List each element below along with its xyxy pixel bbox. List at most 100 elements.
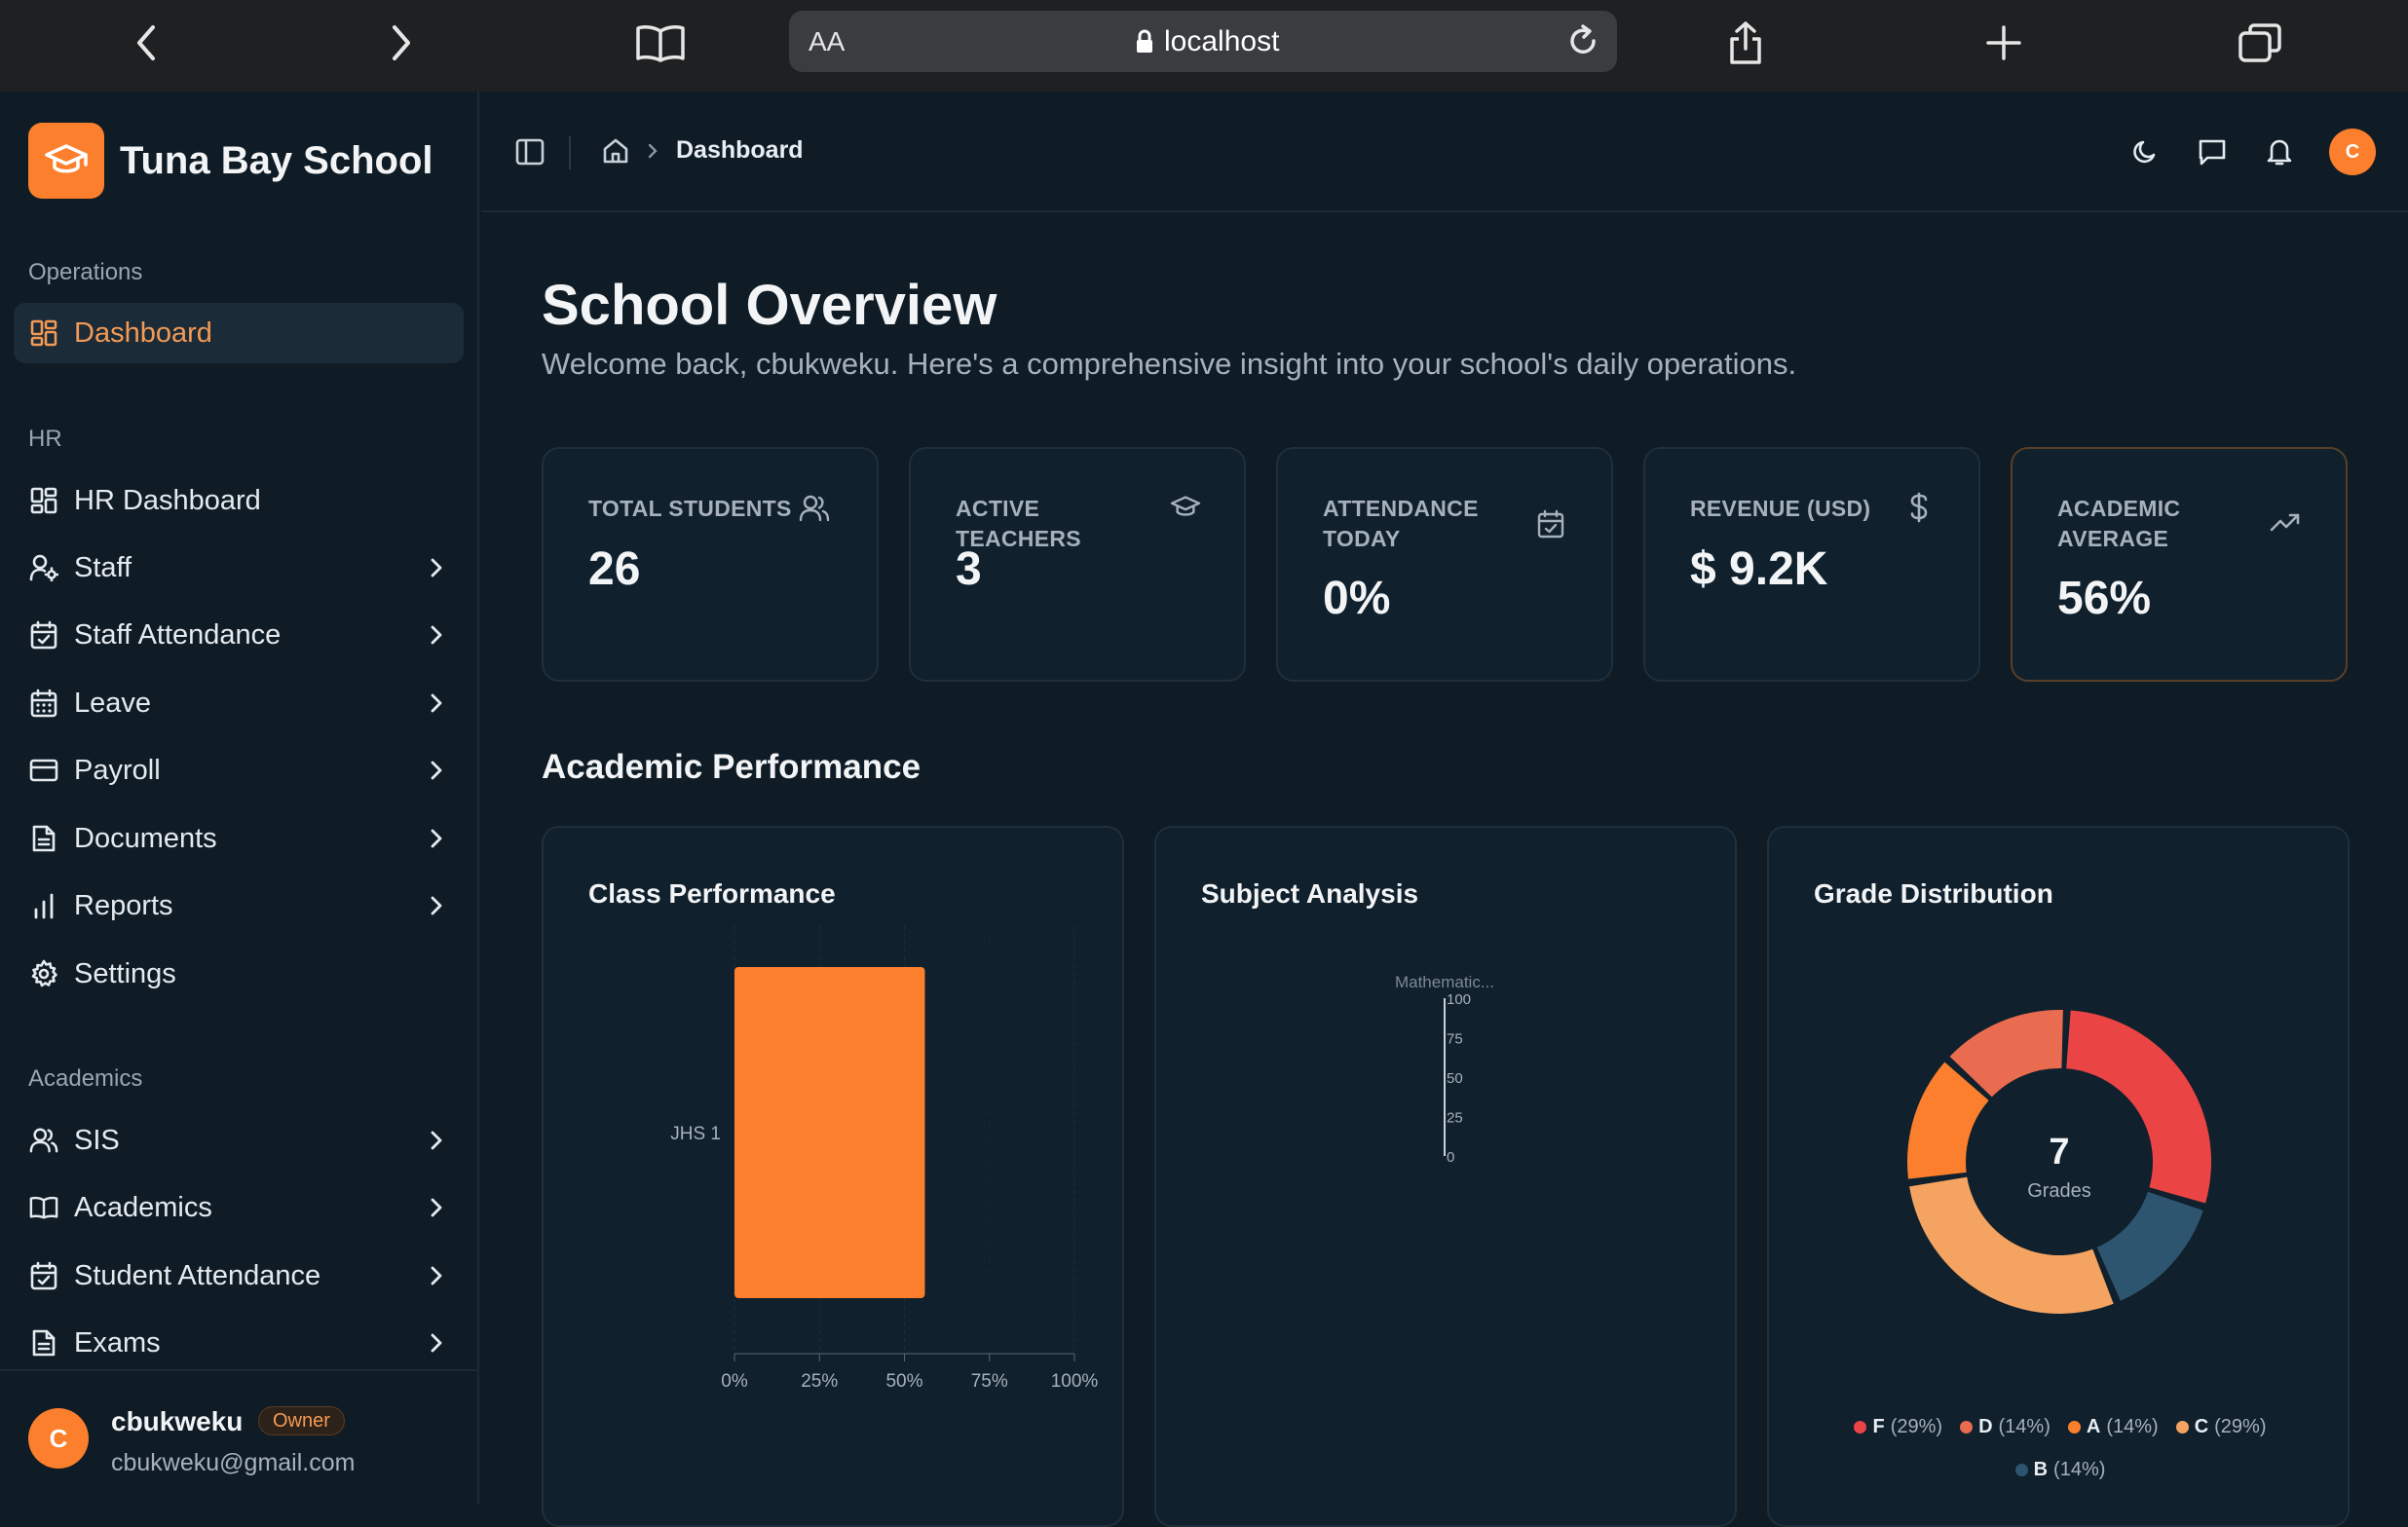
document-icon [29,824,58,853]
grade-distribution-card: Grade Distribution 7 Grades F (29%) D (14%) A… [1767,826,2350,1527]
user-avatar-button[interactable]: C [2329,129,2376,175]
breadcrumb-current: Dashboard [676,136,804,164]
sidebar-item-label: Exams [74,1326,161,1359]
sidebar-item-payroll[interactable]: Payroll [14,740,464,801]
sidebar-item-documents[interactable]: Documents [14,808,464,869]
sidebar-item-student-attendance[interactable]: Student Attendance [14,1246,464,1306]
credit-card-icon [29,756,58,785]
legend-swatch [1854,1421,1867,1434]
breadcrumb: Dashboard [602,136,804,165]
sidebar-item-leave[interactable]: Leave [14,673,464,733]
sidebar-toggle-icon[interactable] [510,132,549,171]
legend-label: F [1872,1416,1885,1437]
y-tick-label: 25 [1447,1110,1463,1127]
legend-item[interactable]: F (29%) [1854,1416,1942,1438]
address-bar[interactable]: AA localhost [789,11,1617,72]
category-label: JHS 1 [670,1124,721,1144]
chart-title: Grade Distribution [1814,878,2053,909]
sidebar-item-settings[interactable]: Settings [14,944,464,1004]
sidebar-item-academics[interactable]: Academics [14,1177,464,1238]
subject-analysis-card: Subject Analysis Mathematic... 100 75 50 25 0 [1154,826,1737,1527]
legend-item[interactable]: D (14%) [1960,1416,2051,1438]
y-tick-label: 0 [1447,1149,1454,1166]
document-icon [29,1328,58,1358]
category-label: Mathematic... [1395,973,1494,991]
legend-label: D [1978,1416,1993,1437]
y-tick-label: 100 [1447,991,1471,1008]
sidebar-item-label: Settings [74,957,176,989]
legend-swatch [1960,1421,1974,1434]
url-text: localhost [1164,24,1280,57]
share-icon[interactable] [1714,12,1777,74]
legend-label: C [2194,1416,2209,1437]
legend-percent: (14%) [1998,1416,2051,1437]
stat-value: 56% [2057,573,2152,624]
reload-icon[interactable] [1564,22,1601,64]
bar-chart-icon [29,891,58,920]
stat-value: 3 [956,543,982,595]
group-label-hr: HR [28,426,62,452]
bookmarks-icon[interactable] [629,12,692,74]
subject-analysis-chart: Mathematic...100 75 50 25 0 [1395,973,1494,1166]
pie-slice [1907,1061,1989,1179]
sidebar-item-staff-attendance[interactable]: Staff Attendance [14,605,464,665]
stat-label: ACADEMIC AVERAGE [2057,496,2181,551]
pie-slice [1949,1010,2063,1098]
stat-card-revenue: REVENUE (USD) $ 9.2K [1643,447,1980,682]
grade-distribution-chart: 7 Grades [1907,1010,2211,1314]
sidebar-item-hr-dashboard[interactable]: HR Dashboard [14,470,464,531]
grade-legend: B (14%) [1769,1459,2348,1481]
sidebar-item-label: Staff [74,551,132,583]
sidebar-item-sis[interactable]: SIS [14,1110,464,1171]
group-label-academics: Academics [28,1065,143,1092]
main-content: School Overview Welcome back, cbukweku. … [481,212,2408,1527]
forward-icon[interactable] [370,12,433,74]
chevron-right-icon [431,761,442,780]
new-tab-icon[interactable] [1973,12,2035,74]
chart-title: Subject Analysis [1201,878,1419,909]
stat-card-attendance-today: ATTENDANCE TODAY 0% [1276,447,1613,682]
dollar-icon [1910,492,1928,523]
tabs-overview-icon[interactable] [2229,12,2291,74]
stat-label: REVENUE (USD) [1690,496,1871,521]
sidebar-item-label: Leave [74,687,152,719]
sidebar-item-label: Reports [74,889,173,921]
dashboard-grid-icon [29,486,58,515]
sidebar-item-reports[interactable]: Reports [14,875,464,936]
legend-item[interactable]: C (29%) [2175,1416,2267,1438]
pie-slice [2066,1010,2211,1204]
y-tick-label: 75 [1447,1031,1463,1048]
class-performance-chart: 0% 25% 50% 75% 100% JHS 1 [670,925,1098,1392]
stat-card-active-teachers: ACTIVE TEACHERS 3 [909,447,1246,682]
back-icon[interactable] [115,12,177,74]
sidebar-item-exams[interactable]: Exams [14,1313,464,1373]
user-profile[interactable]: C cbukweku Owner cbukweku@gmail.com [0,1369,477,1504]
chevron-right-icon [431,558,442,577]
sidebar-item-label: HR Dashboard [74,484,261,516]
sidebar-item-label: Staff Attendance [74,618,282,651]
legend-item[interactable]: A (14%) [2067,1416,2159,1438]
sidebar-item-dashboard[interactable]: Dashboard [14,303,464,363]
sidebar-item-staff[interactable]: Staff [14,538,464,598]
users-icon [29,1126,58,1155]
reader-aa-label[interactable]: AA [809,25,846,56]
brand[interactable]: Tuna Bay School [28,123,433,199]
chevron-right-icon [431,625,442,645]
gear-icon [29,959,58,988]
moon-icon[interactable] [2126,132,2164,171]
legend-label: B [2033,1459,2049,1480]
legend-percent: (29%) [1890,1416,1943,1437]
stat-value: $ 9.2K [1690,543,1828,595]
graduation-cap-logo-icon [28,123,104,199]
sidebar-item-label: Payroll [74,754,161,786]
user-name: cbukweku [111,1406,244,1436]
trending-up-icon [2270,513,2300,532]
chat-icon[interactable] [2193,132,2232,171]
legend-percent: (29%) [2214,1416,2267,1437]
chart-title: Class Performance [588,878,836,909]
calendar-check-icon [1537,509,1564,539]
bell-icon[interactable] [2260,132,2299,171]
home-icon[interactable] [602,137,629,165]
pie-slice [2096,1191,2203,1301]
legend-item[interactable]: B (14%) [2014,1459,2105,1481]
